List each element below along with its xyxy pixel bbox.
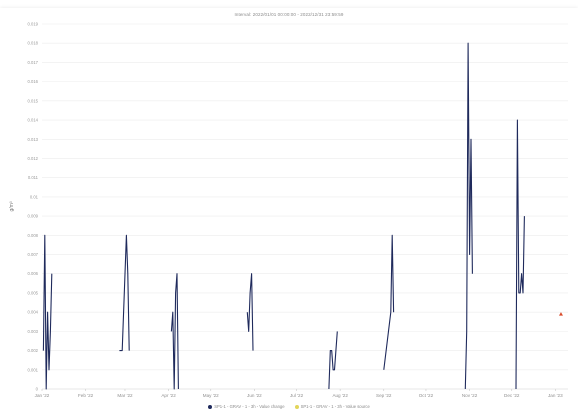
- legend-label: SP1-1 - GRAV - 1 - 3h - Value change: [214, 404, 285, 409]
- x-tick-label: Apr '22: [161, 393, 176, 398]
- series-line: [464, 42, 473, 390]
- y-axis-label: g/m³: [9, 201, 15, 211]
- x-tick-label: Feb '22: [78, 393, 94, 398]
- y-tick-label: 0.011: [28, 175, 39, 180]
- legend-label: SP1-1 - GRAV - 1 - 3h - Value source: [300, 404, 370, 409]
- series-line: [328, 331, 338, 390]
- y-tick-label: 0.006: [28, 271, 39, 276]
- x-tick-label: Nov '22: [462, 393, 478, 398]
- x-tick-label: Jan '22: [35, 393, 50, 398]
- y-tick-label: 0.003: [28, 329, 39, 334]
- data-marker: [558, 312, 563, 316]
- y-tick-label: 0.007: [28, 252, 39, 257]
- chart-legend: SP1-1 - GRAV - 1 - 3h - Value change SP1-…: [0, 404, 578, 409]
- chart-title: Interval: 2022/01/01 00:00:00 - 2022/12/…: [234, 12, 344, 17]
- y-tick-label: 0.005: [28, 290, 39, 295]
- legend-swatch: [208, 404, 213, 409]
- y-tick-label: 0.008: [28, 233, 39, 238]
- legend-item[interactable]: SP1-1 - GRAV - 1 - 3h - Value change: [208, 404, 285, 409]
- y-tick-label: 0.004: [28, 310, 39, 315]
- y-tick-label: 0.016: [28, 79, 39, 84]
- y-tick-label: 0: [36, 387, 39, 392]
- y-tick-label: 0.015: [28, 98, 39, 103]
- y-tick-label: 0.013: [28, 137, 39, 142]
- x-tick-label: Jul '22: [290, 393, 304, 398]
- x-tick-label: May '22: [203, 393, 219, 398]
- x-tick-label: Jun '22: [247, 393, 262, 398]
- y-tick-label: 0.017: [28, 60, 39, 65]
- series-line: [42, 234, 53, 390]
- y-tick-label: 0.018: [28, 41, 39, 46]
- legend-swatch: [294, 404, 299, 409]
- x-tick-label: Dec '22: [504, 393, 520, 398]
- y-tick-label: 0.01: [30, 194, 39, 199]
- y-tick-label: 0.014: [28, 118, 39, 123]
- series-line: [515, 119, 525, 390]
- y-tick-label: 0.009: [28, 214, 39, 219]
- chart-card: [0, 8, 578, 414]
- y-tick-label: 0.019: [28, 22, 39, 27]
- y-tick-label: 0.012: [28, 156, 39, 161]
- y-tick-label: 0.002: [28, 348, 39, 353]
- series-line: [383, 234, 395, 370]
- legend-item[interactable]: SP1-1 - GRAV - 1 - 3h - Value source: [294, 404, 370, 409]
- x-tick-label: Aug '22: [332, 393, 348, 398]
- y-tick-label: 0.001: [28, 367, 39, 372]
- series-line: [119, 234, 130, 352]
- series-line: [170, 273, 179, 390]
- series-line: [246, 273, 254, 351]
- x-tick-label: Mar '22: [117, 393, 133, 398]
- x-tick-label: Oct '22: [419, 393, 434, 398]
- x-tick-label: Jan '23: [548, 393, 563, 398]
- x-tick-label: Sep '22: [376, 393, 392, 398]
